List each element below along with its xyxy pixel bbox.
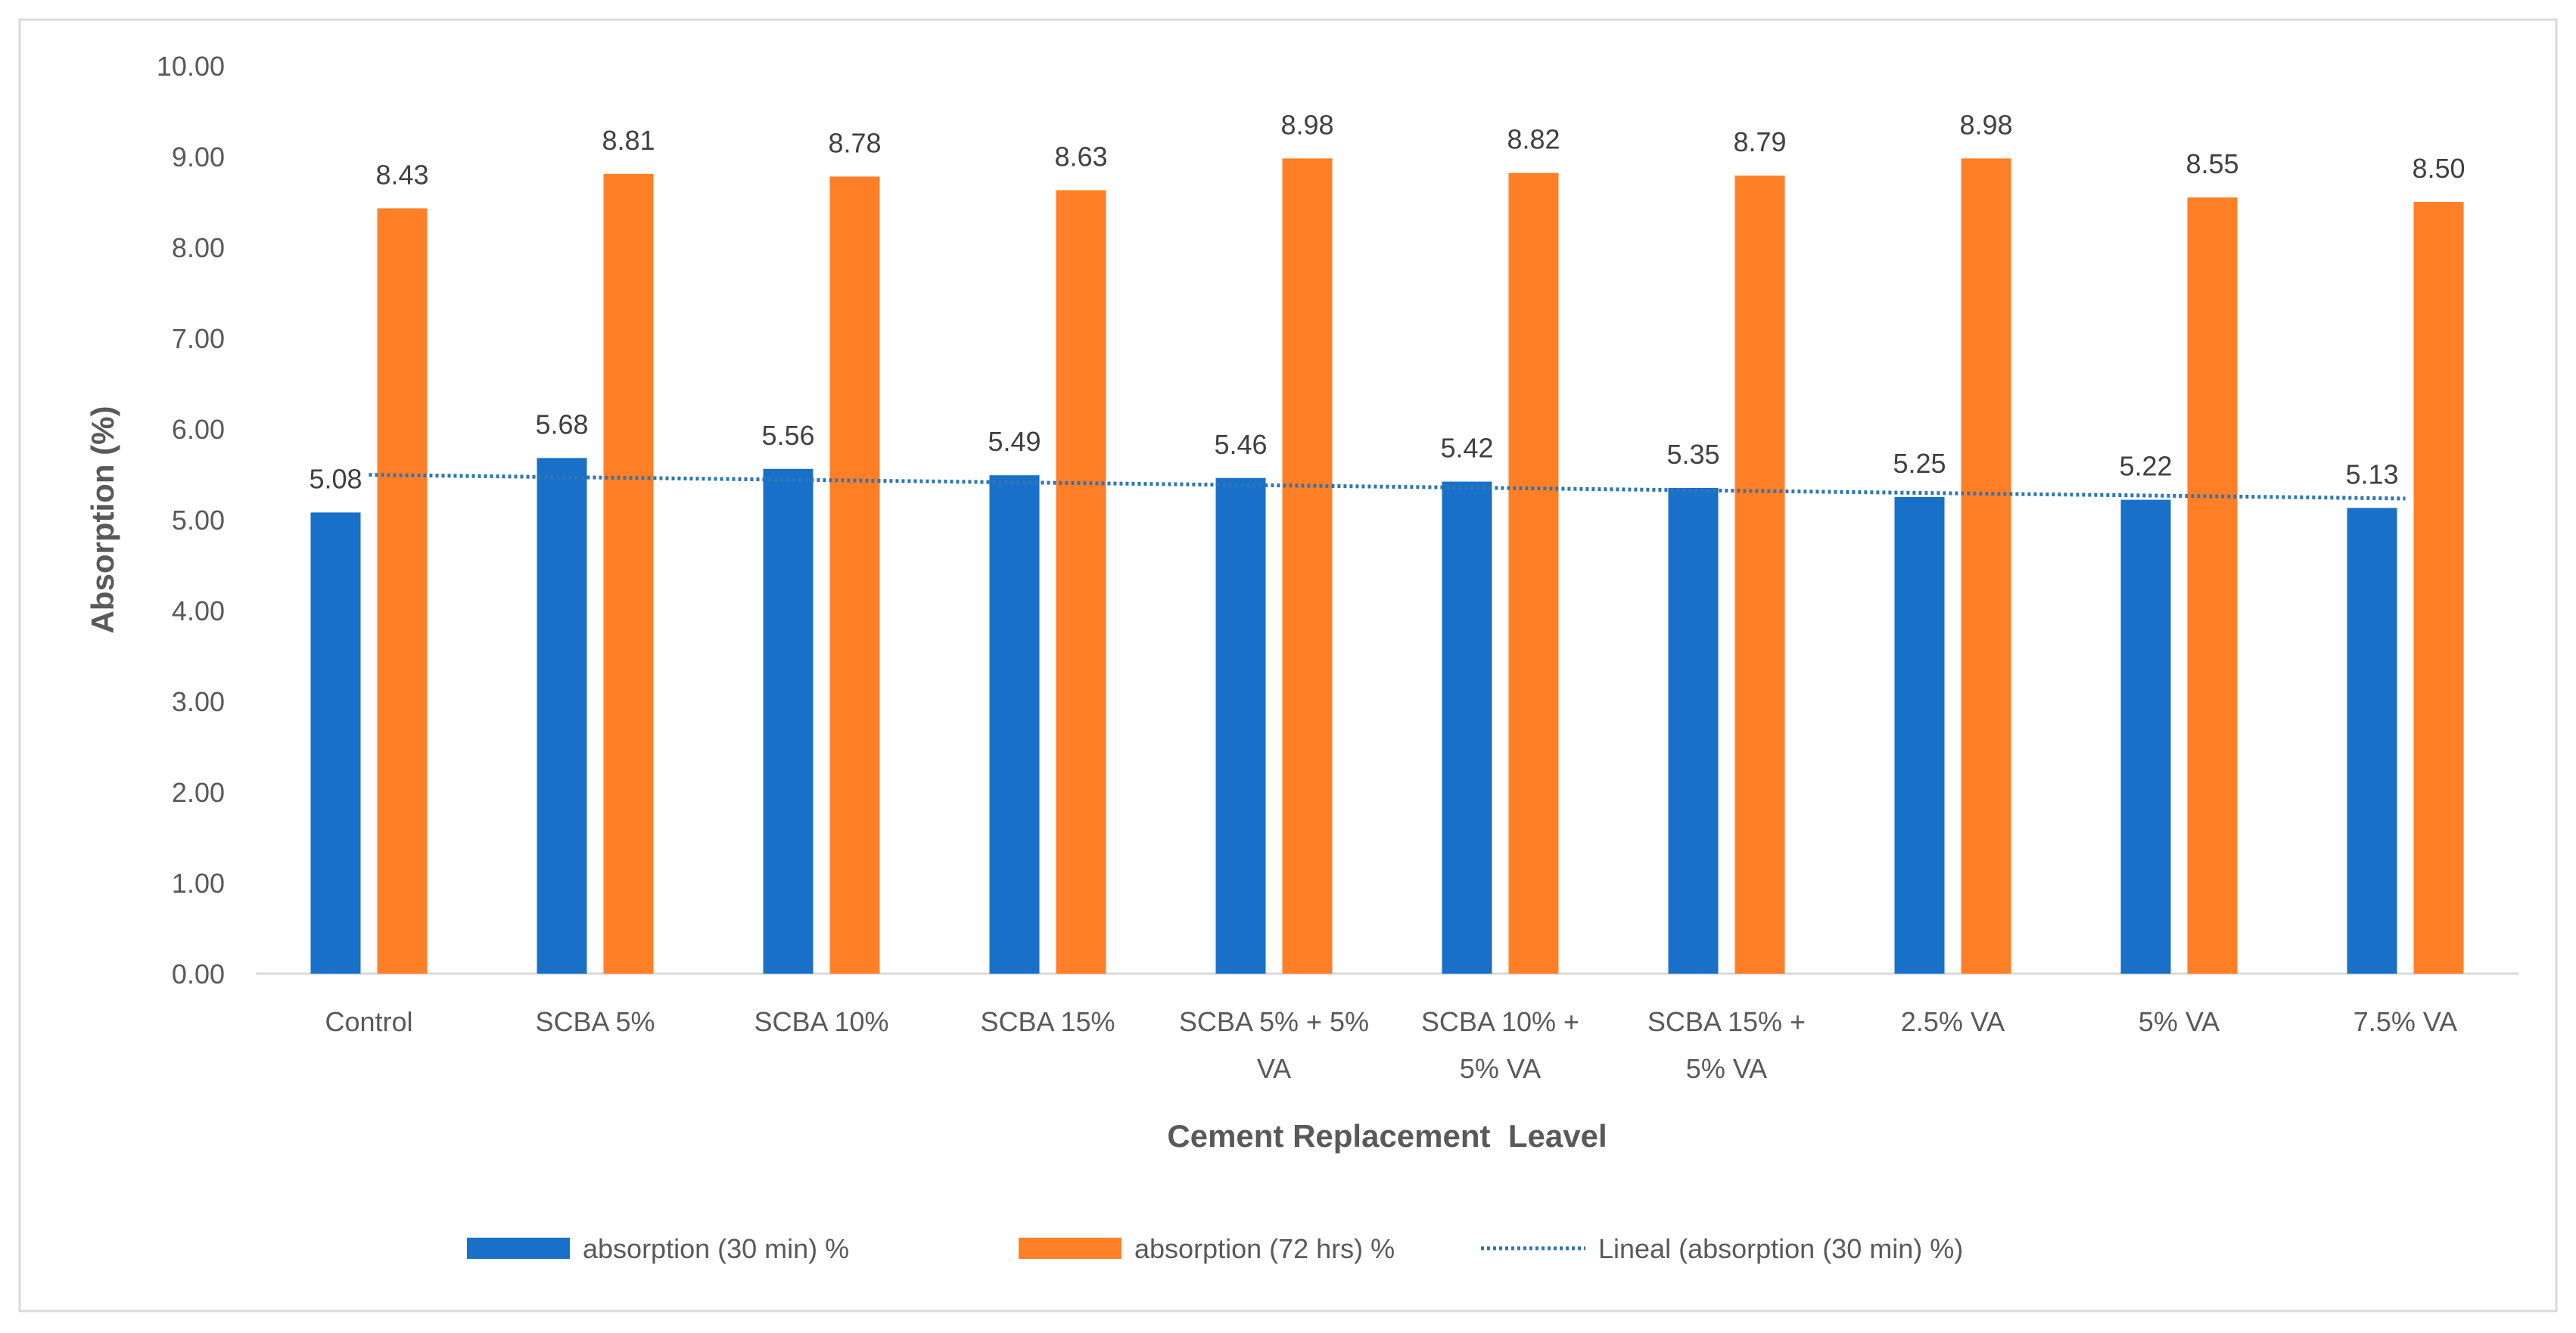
bar-30min	[989, 475, 1040, 974]
y-tick-label: 6.00	[172, 414, 225, 445]
data-label-30min: 5.68	[535, 409, 588, 440]
y-tick-label: 4.00	[172, 595, 225, 626]
legend-label-30min: absorption (30 min) %	[583, 1233, 849, 1264]
data-label-30min: 5.49	[988, 426, 1041, 457]
data-label-30min: 5.13	[2345, 458, 2398, 489]
data-label-72hrs: 8.98	[1280, 109, 1333, 140]
data-label-72hrs: 8.78	[828, 127, 881, 158]
x-category-label: 5% VA	[1686, 1053, 1767, 1084]
data-label-72hrs: 8.82	[1507, 124, 1560, 155]
x-category-label: VA	[1257, 1053, 1291, 1084]
bar-72hrs	[377, 208, 428, 974]
data-label-72hrs: 8.81	[602, 125, 655, 156]
data-label-30min: 5.22	[2119, 451, 2172, 482]
data-label-30min: 5.35	[1666, 439, 1719, 470]
y-tick-label: 2.00	[172, 777, 225, 808]
x-category-label: 5% VA	[2139, 1006, 2220, 1037]
bar-72hrs	[1734, 176, 1785, 974]
legend: absorption (30 min) % absorption (72 hrs…	[467, 1233, 1963, 1264]
bar-72hrs	[2187, 197, 2238, 974]
legend-swatch-72hrs	[1019, 1238, 1122, 1259]
y-tick-label: 9.00	[172, 141, 225, 172]
bar-72hrs	[1282, 158, 1333, 974]
bar-30min	[1894, 497, 1945, 974]
data-label-30min: 5.25	[1893, 448, 1946, 479]
y-tick-label: 8.00	[172, 232, 225, 263]
bar-30min	[1668, 488, 1719, 974]
bar-30min	[2120, 499, 2171, 974]
data-label-72hrs: 8.43	[375, 159, 428, 190]
data-label-30min: 5.56	[761, 420, 814, 451]
data-label-72hrs: 8.63	[1054, 141, 1107, 172]
data-label-72hrs: 8.98	[1959, 109, 2012, 140]
data-label-72hrs: 8.79	[1733, 126, 1786, 157]
x-category-label: SCBA 10% +	[1421, 1006, 1579, 1037]
bar-72hrs	[603, 173, 654, 974]
x-category-label: 7.5% VA	[2354, 1006, 2457, 1037]
x-category-label: SCBA 5%	[535, 1006, 655, 1037]
bar-30min	[2347, 508, 2397, 974]
y-tick-label: 7.00	[172, 323, 225, 354]
data-label-72hrs: 8.55	[2186, 148, 2238, 179]
bar-72hrs	[1961, 158, 2011, 974]
legend-swatch-30min	[467, 1238, 570, 1259]
data-label-30min: 5.42	[1440, 433, 1493, 464]
trendline	[369, 473, 2406, 501]
y-tick-label: 10.00	[157, 51, 225, 82]
bar-30min	[1215, 477, 1266, 974]
y-tick-label: 5.00	[172, 505, 225, 536]
bar-72hrs	[829, 176, 880, 974]
bar-72hrs	[1056, 190, 1106, 974]
bar-72hrs	[1508, 172, 1559, 974]
bar-30min	[1442, 481, 1492, 974]
legend-label-trendline: Lineal (absorption (30 min) %)	[1598, 1233, 1963, 1264]
x-category-label: SCBA 5% + 5%	[1179, 1006, 1369, 1037]
data-label-72hrs: 8.50	[2412, 153, 2465, 184]
y-tick-label: 1.00	[172, 868, 225, 899]
x-category-label: Control	[325, 1006, 412, 1037]
y-axis-title: Absorption (%)	[85, 406, 120, 634]
legend-label-72hrs: absorption (72 hrs) %	[1134, 1233, 1395, 1264]
x-category-label: 2.5% VA	[1901, 1006, 2005, 1037]
x-category-label: 5% VA	[1460, 1053, 1541, 1084]
y-tick-label: 0.00	[172, 959, 225, 990]
data-label-30min: 5.08	[309, 463, 362, 494]
bar-30min	[310, 512, 361, 974]
bar-72hrs	[2413, 202, 2464, 974]
bar-30min	[537, 458, 587, 974]
x-category-label: SCBA 10%	[754, 1006, 888, 1037]
x-category-label: SCBA 15%	[980, 1006, 1115, 1037]
x-axis-title: Cement Replacement Leavel	[1167, 1118, 1607, 1154]
y-tick-label: 3.00	[172, 686, 225, 717]
data-label-30min: 5.46	[1214, 429, 1267, 460]
x-category-label: SCBA 15% +	[1647, 1006, 1806, 1037]
bar-30min	[763, 468, 814, 974]
